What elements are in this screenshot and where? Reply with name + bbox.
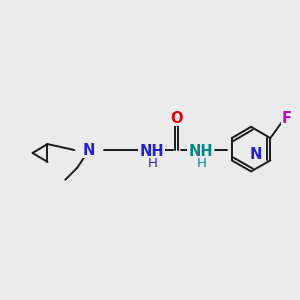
Text: F: F [282,111,292,126]
Text: H: H [197,157,207,170]
Text: N: N [83,142,95,158]
Text: NH: NH [188,144,213,159]
Text: N: N [249,147,262,162]
Text: H: H [148,157,158,170]
Text: NH: NH [139,144,164,159]
Text: O: O [170,111,183,126]
